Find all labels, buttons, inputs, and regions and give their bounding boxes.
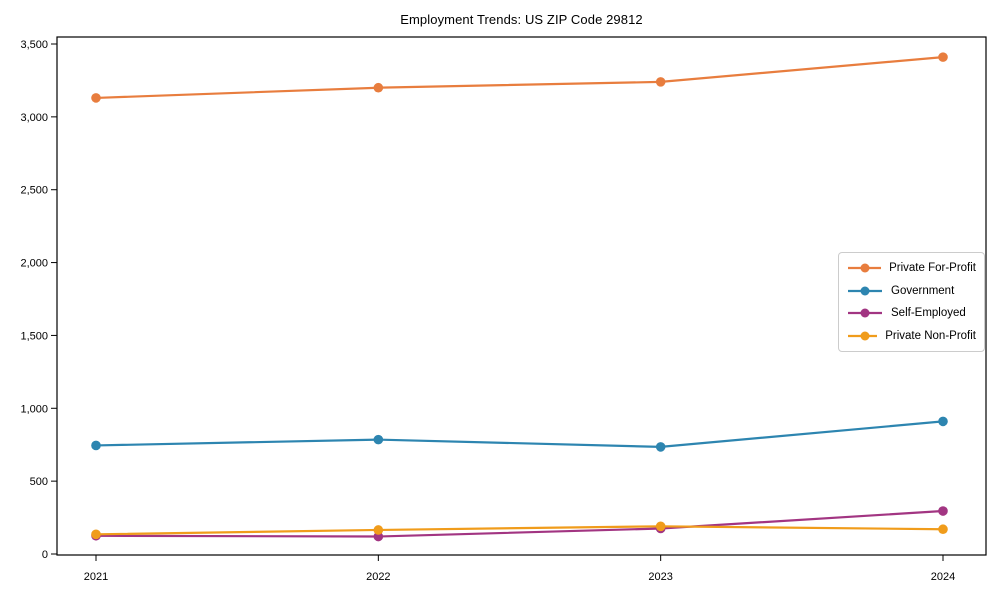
- data-point-private-for-profit-2021: [91, 93, 101, 103]
- y-tick-label: 1,500: [20, 330, 48, 342]
- y-tick-label: 1,000: [20, 403, 48, 415]
- data-point-self-employed-2024: [938, 506, 948, 516]
- legend-label: Government: [891, 284, 955, 297]
- x-tick-label: 2024: [931, 571, 955, 583]
- legend-item-private-for-profit: Private For-Profit: [847, 262, 976, 274]
- y-tick-label: 3,500: [20, 39, 48, 51]
- data-point-government-2024: [938, 416, 948, 427]
- legend-line-marker-icon: [848, 331, 878, 341]
- y-tick-label: 3,000: [20, 112, 48, 124]
- data-point-private-non-profit-2021: [91, 529, 101, 540]
- legend-item-self-employed: Self-Employed: [847, 307, 976, 319]
- series-line-private-non-profit: [94, 525, 945, 536]
- legend-line-marker-icon: [848, 263, 882, 273]
- legend-label: Private Non-Profit: [885, 329, 976, 342]
- data-point-private-non-profit-2024: [938, 524, 948, 535]
- x-tick-label: 2021: [84, 571, 108, 583]
- chart-title: Employment Trends: US ZIP Code 29812: [400, 12, 643, 27]
- legend-label: Self-Employed: [891, 307, 966, 320]
- data-point-private-for-profit-2023: [655, 77, 666, 87]
- legend-item-government: Government: [847, 285, 976, 297]
- data-point-government-2022: [373, 434, 384, 445]
- y-tick-label: 2,500: [20, 185, 48, 197]
- data-point-private-for-profit-2022: [373, 82, 384, 93]
- y-tick-label: 0: [42, 549, 48, 561]
- data-point-government-2021: [91, 440, 101, 451]
- y-tick-label: 500: [30, 476, 48, 488]
- legend: Private For-Profit Government Self-Employe…: [838, 252, 985, 352]
- y-tick-label: 2,000: [20, 258, 48, 270]
- data-point-private-non-profit-2022: [373, 525, 384, 535]
- data-point-private-for-profit-2024: [938, 52, 948, 62]
- legend-line-marker-icon: [848, 308, 882, 318]
- series-line-private-for-profit: [94, 56, 945, 100]
- legend-item-private-non-profit: Private Non-Profit: [847, 330, 976, 342]
- legend-label: Private For-Profit: [889, 262, 976, 275]
- series-line-government: [94, 420, 945, 448]
- data-point-government-2023: [655, 442, 666, 452]
- series-line-self-employed: [94, 509, 945, 538]
- x-tick-label: 2022: [366, 571, 390, 583]
- plot-border: [56, 36, 987, 556]
- data-point-private-non-profit-2023: [655, 521, 666, 532]
- x-tick-label: 2023: [648, 571, 672, 583]
- legend-line-marker-icon: [848, 286, 882, 296]
- data-point-self-employed-2022: [373, 531, 384, 542]
